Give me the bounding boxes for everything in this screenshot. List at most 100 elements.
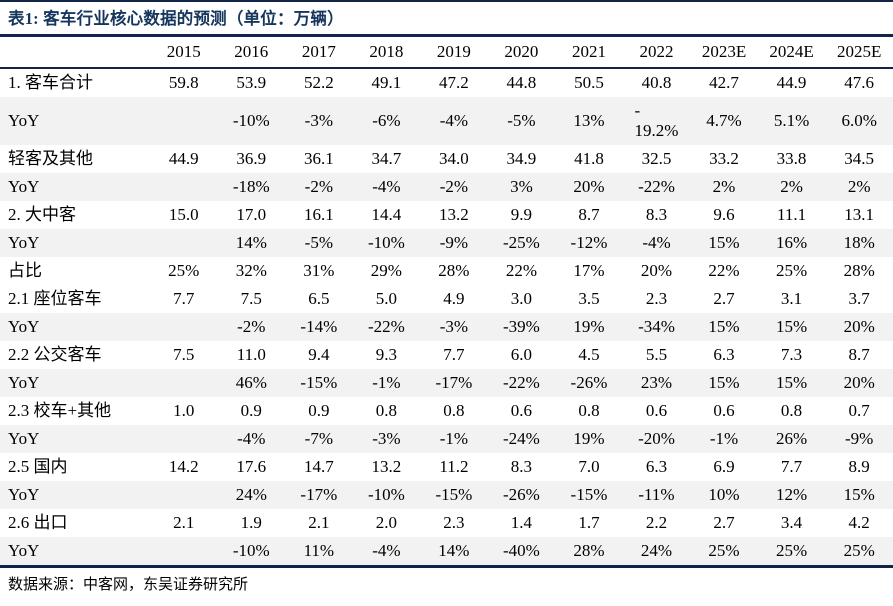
- table-cell: 24%: [640, 541, 673, 560]
- table-cell: 18%: [843, 233, 875, 252]
- table-cell: 53.9: [236, 73, 267, 92]
- table-cell: -4%: [372, 177, 401, 196]
- table-cell: 49.1: [371, 73, 402, 92]
- table-cell: 3.0: [510, 289, 533, 308]
- table-cell: 15%: [708, 373, 740, 392]
- table-cell: -22%: [503, 373, 540, 392]
- row-label: YoY: [8, 317, 40, 336]
- table-cell: -4%: [372, 541, 401, 560]
- table-cell: 1.9: [240, 513, 262, 532]
- table-cell: 23%: [640, 373, 673, 392]
- table-cell: 14%: [438, 541, 470, 560]
- table-cell: 31%: [303, 261, 335, 280]
- table-cell: 3.1: [780, 289, 803, 308]
- table-cell: -5%: [507, 111, 536, 130]
- table-cell: 15.0: [168, 205, 199, 224]
- row-label: YoY: [8, 111, 40, 130]
- table-cell: 6.3: [645, 457, 668, 476]
- table-cell: [150, 537, 218, 565]
- table-cell: -10%: [232, 541, 270, 560]
- table-cell: -7%: [304, 429, 333, 448]
- table-cell: [150, 229, 218, 257]
- table-cell: 1.7: [578, 513, 600, 532]
- table-row: YoY 14% -5% -10% -9% -25% -12% -4% 15% 16% 18%: [0, 229, 893, 257]
- table-cell: -20%: [638, 429, 675, 448]
- table-row: YoY 46% -15% -1% -17% -22% -26% 23% 15% 15% 20%: [0, 369, 893, 397]
- table-cell: 7.5: [173, 345, 195, 364]
- table-cell: 4.7%: [706, 111, 742, 130]
- table-cell: 2.7: [713, 289, 735, 308]
- table-cell: -15%: [435, 485, 473, 504]
- row-label: 2.6 出口: [8, 513, 68, 532]
- table-cell: 52.2: [303, 73, 334, 92]
- table-body: 1. 客车合计 59.8 53.9 52.2 49.1 47.2 44.8 50.5 40.8 4…: [0, 68, 893, 565]
- table-cell: [150, 313, 218, 341]
- table-cell: 20%: [843, 317, 875, 336]
- title-rule: [0, 34, 893, 37]
- table-cell: 11.0: [236, 345, 266, 364]
- row-label: 2.2 公交客车: [8, 345, 102, 364]
- table-cell: 8.7: [848, 345, 870, 364]
- table-cell: 7.3: [780, 345, 803, 364]
- table-cell: 4.9: [443, 289, 465, 308]
- table-cell: 11.2: [439, 457, 469, 476]
- table-cell: 15%: [843, 485, 875, 504]
- table-cell: 5.5: [645, 345, 668, 364]
- table-cell: -10%: [232, 111, 270, 130]
- table-cell: 9.3: [375, 345, 397, 364]
- table-cell: 7.7: [443, 345, 465, 364]
- table-cell: -9%: [844, 429, 874, 448]
- row-label: YoY: [8, 429, 40, 448]
- table-cell: -39%: [503, 317, 540, 336]
- table-cell: -25%: [503, 233, 540, 252]
- row-label: 2.5 国内: [8, 457, 68, 476]
- table-cell: 2.0: [375, 513, 397, 532]
- table-cell: 6.9: [713, 457, 735, 476]
- table-cell: 41.8: [574, 149, 604, 168]
- table-cell: 9.6: [713, 205, 735, 224]
- table-cell: 33.8: [776, 149, 807, 168]
- table-cell: 3.4: [780, 513, 803, 532]
- table-cell: [150, 369, 218, 397]
- table-row: 1. 客车合计 59.8 53.9 52.2 49.1 47.2 44.8 50.5 40.8 4…: [0, 68, 893, 97]
- table-cell: -14%: [300, 317, 338, 336]
- row-label: 占比: [8, 261, 42, 280]
- table-cell: [150, 481, 218, 509]
- table-cell: 28%: [573, 541, 605, 560]
- row-label: 2.1 座位客车: [8, 289, 102, 308]
- table-cell: -15%: [570, 485, 608, 504]
- table-cell: -34%: [638, 317, 675, 336]
- column-header: 2022: [622, 37, 691, 69]
- table-cell: 16%: [775, 233, 808, 252]
- table-cell: [150, 425, 218, 453]
- table-cell: 25%: [708, 541, 740, 560]
- table-cell: -3%: [439, 317, 469, 336]
- table-cell: 25%: [775, 541, 808, 560]
- table-cell: 9.4: [308, 345, 330, 364]
- table-cell: 4.2: [848, 513, 870, 532]
- table-cell: 0.7: [848, 401, 870, 420]
- table-cell: 14.4: [371, 205, 402, 224]
- table-cell: -2%: [237, 317, 266, 336]
- table-cell: 3.7: [848, 289, 870, 308]
- table-cell: -17%: [435, 373, 473, 392]
- table-cell: -3%: [304, 111, 333, 130]
- table-cell: -17%: [300, 485, 338, 504]
- table-cell: -4%: [642, 233, 671, 252]
- table-cell: -19.2%: [623, 97, 691, 145]
- table-cell: -2%: [439, 177, 469, 196]
- table-row: YoY -2% -14% -22% -3% -39% 19% -34% 15% 15% 20%: [0, 313, 893, 341]
- table-cell: 0.6: [510, 401, 533, 420]
- table-cell: 17.0: [236, 205, 267, 224]
- table-cell: 14.2: [168, 457, 199, 476]
- row-label: 1. 客车合计: [8, 73, 93, 92]
- table-row: YoY -4% -7% -3% -1% -24% 19% -20% -1% 26% -9%: [0, 425, 893, 453]
- table-cell: -10%: [367, 233, 405, 252]
- table-header: 2015 2016 2017 2018 2019 2020 2021 2022 2023E 202…: [0, 37, 893, 69]
- table-cell: 14%: [235, 233, 267, 252]
- table-row: 轻客及其他 44.9 36.9 36.1 34.7 34.0 34.9 41.8 32.5 33.…: [0, 145, 893, 173]
- table-cell: 25%: [168, 261, 200, 280]
- column-header: 2016: [217, 37, 286, 69]
- table-cell: -3%: [372, 429, 401, 448]
